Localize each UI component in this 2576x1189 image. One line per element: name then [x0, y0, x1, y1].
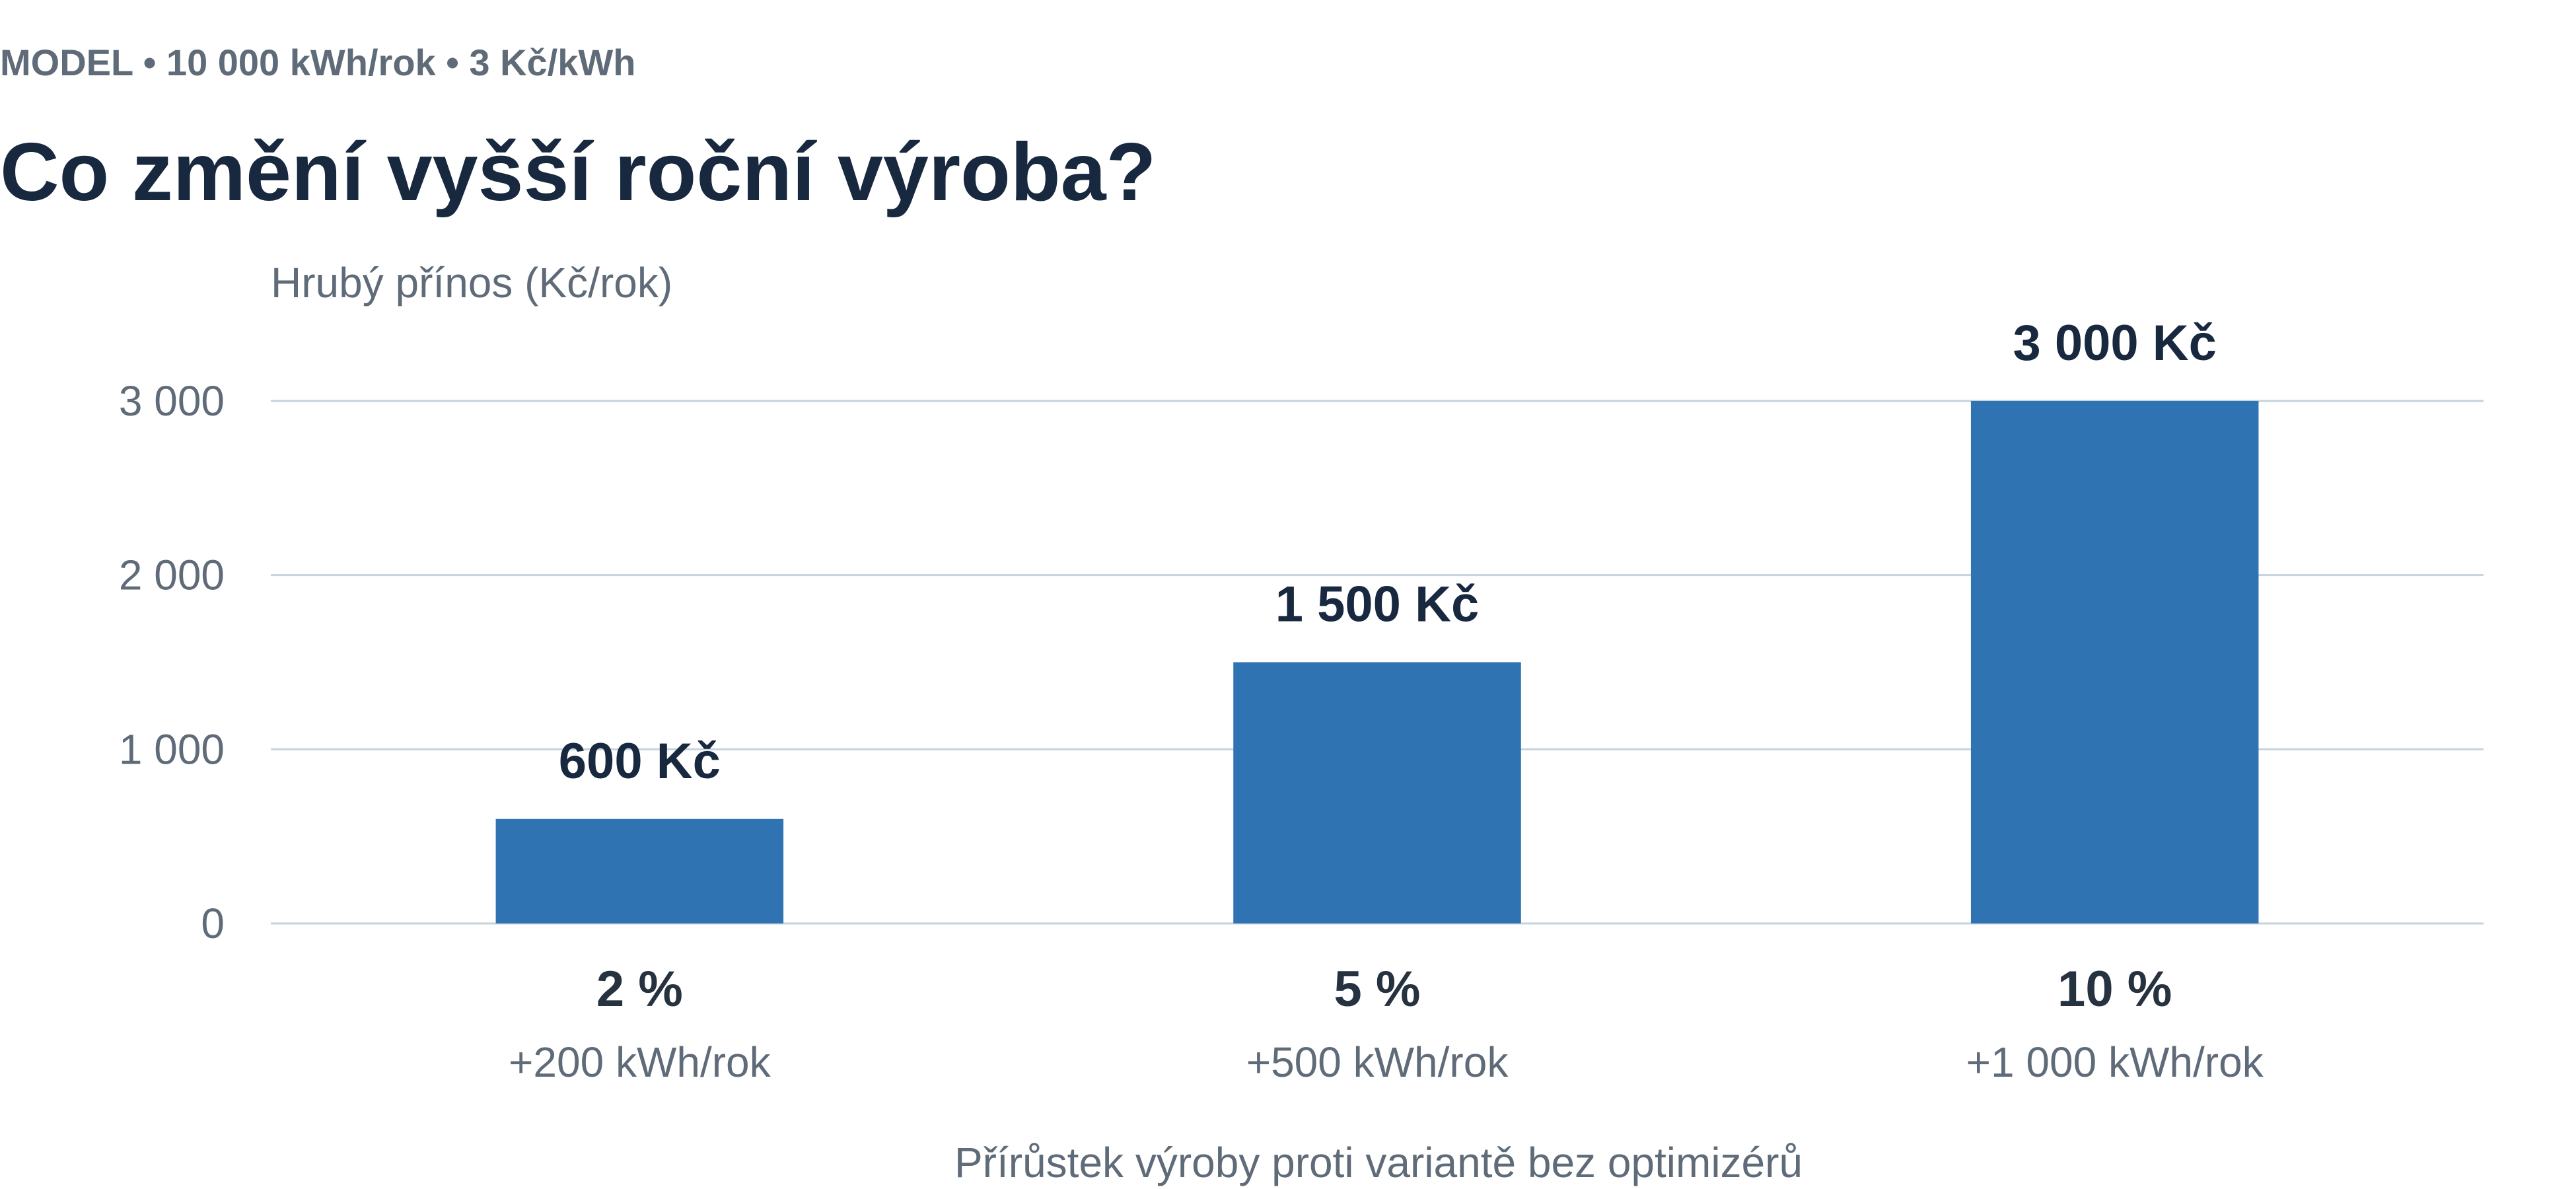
- bar: [1233, 662, 1521, 923]
- data-label: 1 500 Kč: [1275, 577, 1479, 633]
- category-label: 5 %: [1334, 961, 1421, 1017]
- data-label: 3 000 Kč: [2013, 315, 2216, 371]
- category-sublabel: +200 kWh/rok: [509, 1038, 771, 1086]
- y-tick-label: 2 000: [119, 552, 225, 599]
- category-sublabel: +500 kWh/rok: [1246, 1038, 1509, 1086]
- chart-title: Co změní vyšší roční výroba?: [0, 127, 1157, 218]
- bars: [495, 401, 2259, 923]
- x-axis-label: Přírůstek výroby proti variantě bez opti…: [954, 1139, 1803, 1186]
- data-labels: 600 Kč 1 500 Kč 3 000 Kč: [559, 315, 2217, 789]
- y-tick-label: 3 000: [119, 377, 225, 425]
- y-axis-ticks: 0 1 000 2 000 3 000: [119, 377, 225, 947]
- bar: [1970, 401, 2259, 923]
- y-tick-label: 0: [201, 900, 225, 947]
- y-tick-label: 1 000: [119, 725, 225, 773]
- x-axis-categories: 2 % +200 kWh/rok 5 % +500 kWh/rok 10 % +1 000…: [509, 961, 2264, 1086]
- data-label: 600 Kč: [559, 733, 721, 789]
- eyebrow-label: MODEL • 10 000 kWh/rok • 3 Kč/kWh: [0, 42, 636, 83]
- category-label: 2 %: [596, 961, 683, 1017]
- y-axis-label: Hrubý přínos (Kč/rok): [271, 259, 672, 306]
- bar: [495, 818, 784, 923]
- category-label: 10 %: [2057, 961, 2172, 1017]
- category-sublabel: +1 000 kWh/rok: [1966, 1038, 2264, 1086]
